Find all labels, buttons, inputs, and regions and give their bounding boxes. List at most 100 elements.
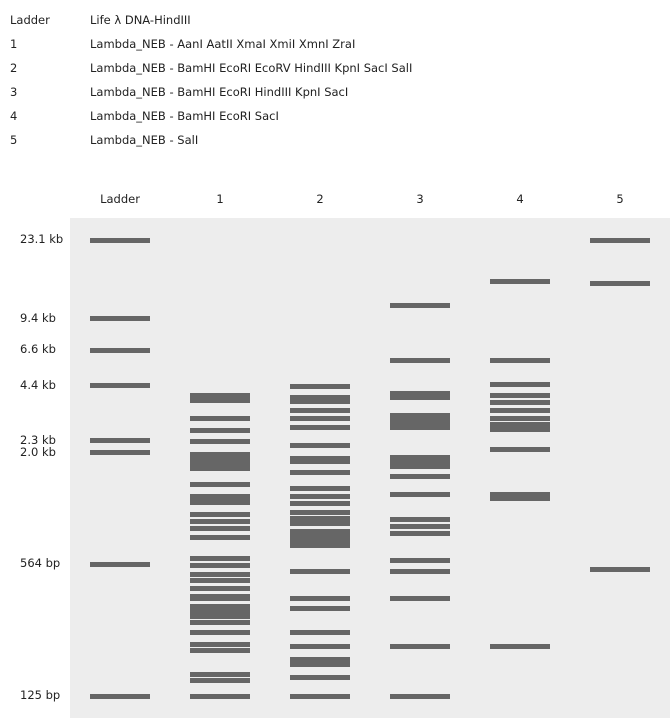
dna-band [190, 415, 250, 421]
legend-lane-key: 2 [10, 61, 18, 75]
dna-band [290, 596, 350, 602]
dna-band [390, 531, 450, 537]
dna-band [590, 280, 650, 286]
dna-band [390, 454, 450, 460]
dna-band [290, 516, 350, 522]
dna-band [290, 629, 350, 635]
dna-band [490, 495, 550, 501]
dna-band [90, 347, 150, 353]
legend-lane-key: 5 [10, 133, 18, 147]
dna-band [90, 438, 150, 444]
dna-band [190, 519, 250, 525]
dna-band [290, 656, 350, 662]
lane-header: 2 [316, 192, 324, 206]
dna-band [290, 644, 350, 650]
dna-band [590, 567, 650, 573]
lane-header: 1 [216, 192, 224, 206]
dna-band [190, 526, 250, 532]
dna-band [190, 511, 250, 517]
dna-band [490, 415, 550, 421]
dna-band [390, 358, 450, 364]
dna-band [190, 439, 250, 445]
dna-band [190, 556, 250, 562]
dna-band [290, 674, 350, 680]
dna-band [290, 395, 350, 401]
dna-band [190, 585, 250, 591]
dna-band [290, 533, 350, 539]
lane-header: 4 [516, 192, 524, 206]
legend-lane-description: Lambda_NEB - BamHI EcoRI EcoRV HindIII K… [90, 61, 413, 75]
dna-band [390, 464, 450, 470]
dna-band [490, 426, 550, 432]
dna-band [390, 492, 450, 498]
dna-band [190, 614, 250, 620]
size-marker-label: 23.1 kb [20, 232, 64, 246]
dna-band [490, 399, 550, 405]
dna-band [290, 661, 350, 667]
size-marker-label: 125 bp [20, 688, 61, 702]
gel-image [70, 218, 670, 718]
dna-band [190, 465, 250, 471]
dna-band [290, 469, 350, 475]
dna-band [190, 428, 250, 434]
dna-band [290, 510, 350, 516]
dna-band [490, 492, 550, 498]
size-marker-label: 564 bp [20, 556, 61, 571]
dna-band [290, 543, 350, 549]
dna-band [190, 482, 250, 488]
dna-band [390, 693, 450, 699]
dna-band [290, 606, 350, 612]
dna-band [190, 493, 250, 499]
dna-band [90, 383, 150, 389]
dna-band [190, 392, 250, 398]
dna-band [590, 237, 650, 243]
dna-band [90, 237, 150, 243]
dna-band [490, 392, 550, 398]
dna-band [190, 460, 250, 466]
lane-header: Ladder [100, 192, 140, 206]
dna-band [390, 390, 450, 396]
dna-band [190, 452, 250, 458]
lane-header: 3 [416, 192, 424, 206]
dna-band [190, 577, 250, 583]
dna-band [290, 442, 350, 448]
dna-band [290, 459, 350, 465]
size-marker-label: 2.0 kb [20, 444, 56, 459]
dna-band [490, 278, 550, 284]
dna-band [390, 557, 450, 563]
dna-band [390, 425, 450, 431]
dna-band [190, 534, 250, 540]
dna-band [90, 316, 150, 321]
dna-band [390, 596, 450, 602]
size-marker-label: 6.6 kb [20, 342, 56, 357]
legend-lane-description: Lambda_NEB - AanI AatII XmaI XmiI XmnI Z… [90, 37, 356, 51]
dna-band [490, 447, 550, 453]
dna-band [190, 497, 250, 503]
legend-lane-key: 1 [10, 37, 18, 51]
dna-band [390, 524, 450, 530]
dna-band [290, 529, 350, 535]
dna-band [190, 500, 250, 506]
dna-band [390, 473, 450, 479]
size-marker-label: 4.4 kb [20, 377, 56, 392]
legend-lane-description: Lambda_NEB - BamHI EcoRI HindIII KpnI Sa… [90, 85, 349, 99]
dna-band [390, 417, 450, 423]
dna-band [290, 568, 350, 574]
dna-band [290, 501, 350, 507]
dna-band [390, 413, 450, 419]
dna-band [290, 693, 350, 699]
dna-band [490, 644, 550, 650]
dna-band [290, 384, 350, 390]
dna-band [290, 415, 350, 421]
lane-header: 5 [616, 192, 624, 206]
legend-lane-description: Lambda_NEB - BamHI EcoRI SacI [90, 109, 279, 123]
dna-band [390, 517, 450, 523]
legend-lane-description: Lambda_NEB - SalI [90, 133, 199, 147]
dna-band [390, 568, 450, 574]
dna-band [190, 562, 250, 568]
dna-band [390, 303, 450, 309]
dna-band [190, 648, 250, 654]
dna-band [190, 572, 250, 578]
dna-band [290, 425, 350, 431]
dna-band [290, 398, 350, 404]
